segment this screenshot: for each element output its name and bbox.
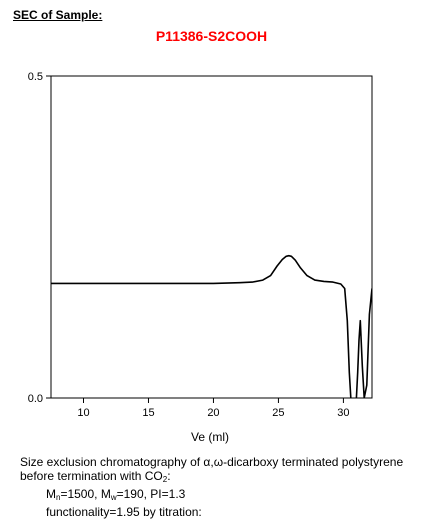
- mn-value: =1500, M: [60, 487, 111, 501]
- y-tick-label: 0.0: [28, 393, 43, 405]
- x-tick-label: 30: [337, 407, 349, 419]
- mw-sub: w: [110, 493, 117, 502]
- y-tick-label: 0.5: [28, 71, 43, 83]
- x-tick-label: 20: [207, 407, 219, 419]
- molecular-weight-line: Mn=1500, Mw=190, PI=1.3: [20, 487, 420, 505]
- caption-line-2-text: before termination with CO: [20, 469, 163, 483]
- caption-line-2-end: :: [167, 469, 171, 483]
- plot-area-frame: [50, 75, 373, 399]
- section-heading: SEC of Sample:: [13, 8, 103, 22]
- x-tick-label: 10: [77, 407, 89, 419]
- series-line-0: [51, 254, 372, 398]
- sample-title: P11386-S2COOH: [155, 28, 268, 44]
- caption: Size exclusion chromatography of α,ω-dic…: [20, 455, 420, 519]
- x-tick-label: 15: [142, 407, 154, 419]
- caption-line-2-sub: 2: [162, 475, 168, 484]
- mn-sub: n: [56, 493, 61, 502]
- x-axis-title: Ve (ml): [191, 430, 229, 444]
- caption-line-1: Size exclusion chromatography of α,ω-dic…: [20, 455, 404, 469]
- mn-label: M: [46, 487, 56, 501]
- caption-line-2: before termination with CO2:: [20, 469, 420, 487]
- functionality-line: functionality=1.95 by titration:: [46, 505, 202, 519]
- mw-value: =190, PI=1.3: [116, 487, 186, 501]
- x-tick-label: 25: [272, 407, 284, 419]
